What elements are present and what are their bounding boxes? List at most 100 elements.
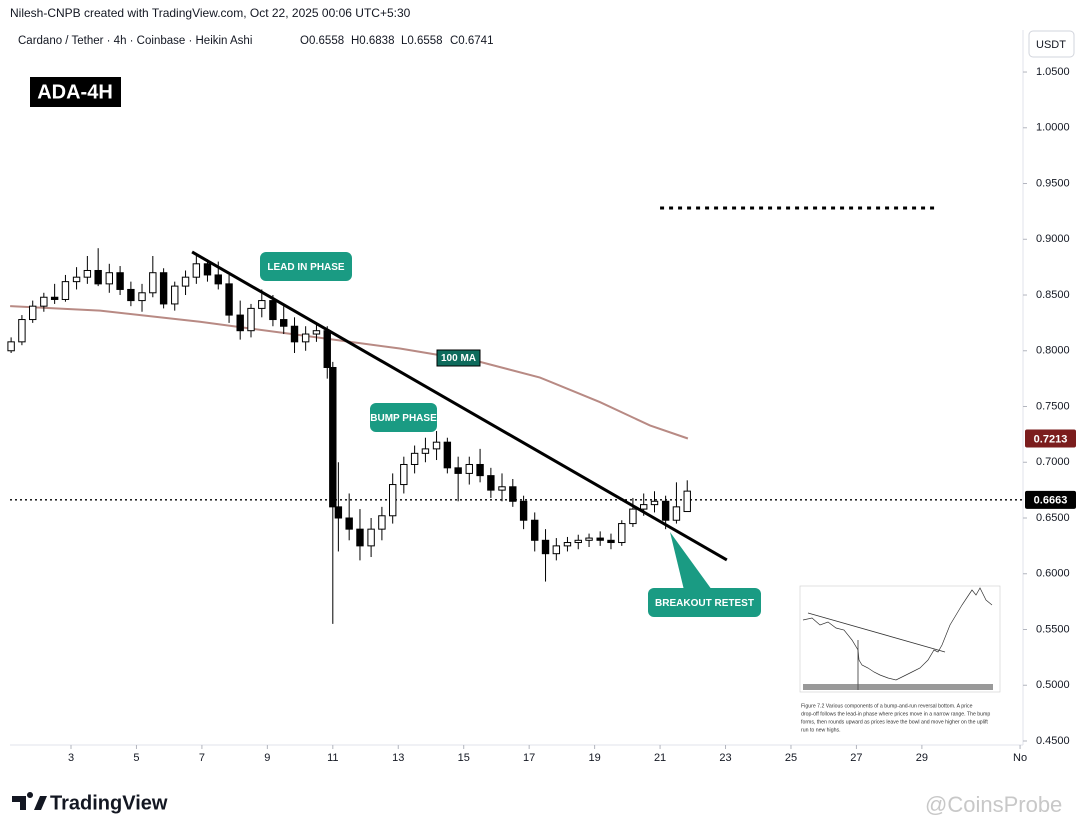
logo-mark (12, 791, 47, 810)
ma-price-box (1025, 429, 1076, 448)
inset-bg (790, 580, 1012, 742)
candle-body (454, 467, 462, 474)
candle-body (116, 272, 124, 290)
candle-body (171, 285, 179, 305)
candle-body (498, 486, 506, 491)
brand: TradingView (50, 792, 168, 814)
candle-body (388, 484, 397, 517)
x-tick-label: 21 (654, 752, 666, 764)
candle-body (563, 542, 572, 547)
candle-body (138, 292, 146, 302)
candle-body (367, 528, 375, 547)
x-tick-label: 25 (785, 752, 797, 764)
candle-body (334, 506, 343, 519)
caption-line: run to new highs. (801, 727, 841, 733)
y-tick-label: 0.5500 (1036, 623, 1070, 635)
candle-body (541, 539, 550, 555)
candle-body (519, 500, 528, 521)
candle-body (83, 269, 92, 278)
candle-body (585, 537, 593, 541)
candle-body (181, 276, 190, 287)
caption-line: Figure 7.2 Various components of a bump-… (801, 703, 973, 709)
ma-price-label: 0.7213 (1034, 433, 1068, 445)
currency-box[interactable] (1028, 30, 1075, 58)
candle-body (410, 452, 419, 465)
ma-name-box (436, 349, 481, 367)
x-tick-label: 19 (588, 752, 600, 764)
candle-body (192, 263, 201, 278)
x-tick-label: 7 (199, 752, 205, 764)
candle-body (61, 281, 70, 300)
inset-caption: Figure 7.2 Various components of a bump-… (801, 703, 990, 733)
y-tick-label: 0.7500 (1036, 400, 1070, 412)
x-tick-label: 15 (458, 752, 470, 764)
y-tick-label: 0.8500 (1036, 289, 1070, 301)
y-tick-label: 0.7000 (1036, 456, 1070, 468)
candle-body (356, 528, 364, 547)
candle-body (258, 300, 266, 309)
y-tick-label: 0.6500 (1036, 512, 1070, 524)
y-tick-label: 1.0500 (1036, 66, 1070, 78)
inset-volume (803, 684, 993, 690)
ohlc-close: C0.6741 (450, 35, 493, 47)
candle-body (225, 283, 233, 316)
y-tick-label: 0.4500 (1036, 735, 1070, 747)
annotation: BUMP PHASE (370, 413, 437, 424)
y-tick-label: 0.9500 (1036, 177, 1070, 189)
trendline (191, 250, 728, 562)
annotation-pointer (670, 532, 712, 590)
ohlc-high: H0.6838 (351, 35, 394, 47)
annotation: LEAD IN PHASE (267, 262, 345, 273)
candle-body (312, 330, 321, 335)
candle-body (159, 272, 168, 305)
candle-body (214, 274, 222, 285)
candle-body (280, 319, 288, 327)
y-tick-label: 0.6000 (1036, 568, 1070, 580)
candle-body (290, 325, 299, 343)
x-tick-label: 27 (850, 752, 862, 764)
candle-body (421, 448, 430, 454)
candle-body (345, 517, 353, 530)
inset-price (802, 587, 993, 681)
x-tick-label: 9 (264, 752, 270, 764)
candle-body (127, 288, 135, 302)
x-tick-label: 13 (392, 752, 404, 764)
candle-body (650, 500, 659, 506)
candle-body (596, 537, 604, 541)
x-tick-label: 23 (719, 752, 731, 764)
candle-body (487, 475, 495, 491)
annotation-box (260, 252, 352, 281)
candle-body (7, 341, 15, 352)
inset-trendline (807, 612, 946, 653)
annotation-box (370, 403, 437, 432)
candle-body (640, 504, 648, 510)
candle-body (18, 319, 26, 343)
ma-name: 100 MA (441, 353, 476, 364)
x-tick-label: 3 (68, 752, 74, 764)
candle-body (94, 269, 102, 285)
x-tick-label: 11 (327, 752, 338, 764)
badge: ADA-4H (37, 81, 113, 103)
y-tick-label: 0.8000 (1036, 345, 1070, 357)
candle-body (29, 305, 37, 321)
candle-body (72, 276, 81, 283)
candle-body (301, 333, 310, 343)
candle-body (476, 463, 484, 477)
badge-box (30, 77, 121, 107)
candle-body (323, 330, 331, 368)
candle-body (378, 515, 386, 530)
ohlc-open: O0.6558 (300, 35, 344, 47)
candle-body (618, 523, 626, 544)
y-tick-label: 1.0000 (1036, 122, 1070, 134)
x-tick-label: 17 (523, 752, 535, 764)
candle-body (50, 296, 59, 300)
candle-body (574, 539, 582, 544)
candle-body (236, 314, 244, 332)
plot: 0.4500 0.5000 0.5500 0.6000 0.6500 0.7000 0.75… (7, 66, 1076, 764)
watermark: @CoinsProbe (925, 792, 1062, 817)
annotation: BREAKOUT RETEST (655, 598, 754, 609)
currency[interactable]: USDT (1036, 39, 1066, 51)
x-tick-label: 5 (133, 752, 139, 764)
